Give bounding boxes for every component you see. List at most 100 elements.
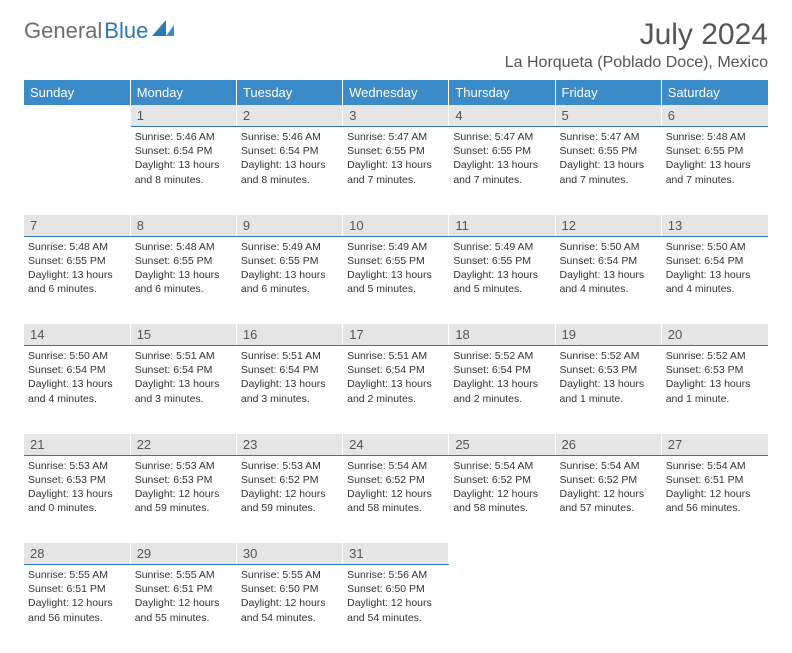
sunrise-line: Sunrise: 5:52 AM: [560, 349, 657, 363]
daylight-line: Daylight: 13 hours and 7 minutes.: [347, 158, 444, 186]
day-number-cell: [24, 105, 130, 127]
daylight-line: Daylight: 13 hours and 5 minutes.: [347, 268, 444, 296]
sunset-line: Sunset: 6:55 PM: [347, 254, 444, 268]
logo: GeneralBlue: [24, 18, 180, 44]
sunrise-line: Sunrise: 5:50 AM: [560, 240, 657, 254]
weekday-header: Friday: [555, 80, 661, 105]
day-number-cell: 19: [555, 324, 661, 346]
sunrise-line: Sunrise: 5:46 AM: [135, 130, 232, 144]
day-number-cell: 13: [661, 215, 767, 237]
sunrise-line: Sunrise: 5:47 AM: [347, 130, 444, 144]
day-content-cell: Sunrise: 5:47 AMSunset: 6:55 PMDaylight:…: [343, 127, 449, 215]
day-number-cell: 9: [236, 215, 342, 237]
sunset-line: Sunset: 6:54 PM: [666, 254, 763, 268]
day-content-cell: Sunrise: 5:47 AMSunset: 6:55 PMDaylight:…: [449, 127, 555, 215]
weekday-header: Saturday: [661, 80, 767, 105]
day-content-cell: Sunrise: 5:49 AMSunset: 6:55 PMDaylight:…: [449, 236, 555, 324]
sunrise-line: Sunrise: 5:53 AM: [135, 459, 232, 473]
sunrise-line: Sunrise: 5:54 AM: [347, 459, 444, 473]
day-content-cell: Sunrise: 5:55 AMSunset: 6:50 PMDaylight:…: [236, 565, 342, 653]
sunset-line: Sunset: 6:55 PM: [135, 254, 232, 268]
day-number-cell: 10: [343, 215, 449, 237]
day-content-cell: Sunrise: 5:50 AMSunset: 6:54 PMDaylight:…: [555, 236, 661, 324]
sunrise-line: Sunrise: 5:54 AM: [666, 459, 763, 473]
day-content-cell: Sunrise: 5:49 AMSunset: 6:55 PMDaylight:…: [343, 236, 449, 324]
day-number-cell: 23: [236, 434, 342, 456]
day-content-cell: Sunrise: 5:52 AMSunset: 6:53 PMDaylight:…: [661, 346, 767, 434]
day-number-cell: 20: [661, 324, 767, 346]
sunset-line: Sunset: 6:55 PM: [241, 254, 338, 268]
day-number-cell: 12: [555, 215, 661, 237]
sunset-line: Sunset: 6:55 PM: [347, 144, 444, 158]
logo-triangle-icon: [152, 20, 180, 43]
daylight-line: Daylight: 12 hours and 58 minutes.: [347, 487, 444, 515]
sunrise-line: Sunrise: 5:55 AM: [28, 568, 126, 582]
day-content-cell: Sunrise: 5:56 AMSunset: 6:50 PMDaylight:…: [343, 565, 449, 653]
sunset-line: Sunset: 6:55 PM: [560, 144, 657, 158]
day-content-cell: Sunrise: 5:48 AMSunset: 6:55 PMDaylight:…: [130, 236, 236, 324]
day-number-cell: 7: [24, 215, 130, 237]
day-content-row: Sunrise: 5:50 AMSunset: 6:54 PMDaylight:…: [24, 346, 768, 434]
sunset-line: Sunset: 6:51 PM: [666, 473, 763, 487]
day-content-cell: Sunrise: 5:46 AMSunset: 6:54 PMDaylight:…: [236, 127, 342, 215]
daylight-line: Daylight: 13 hours and 0 minutes.: [28, 487, 126, 515]
day-number-cell: 2: [236, 105, 342, 127]
day-number-cell: 5: [555, 105, 661, 127]
day-content-cell: Sunrise: 5:47 AMSunset: 6:55 PMDaylight:…: [555, 127, 661, 215]
day-content-cell: Sunrise: 5:54 AMSunset: 6:51 PMDaylight:…: [661, 455, 767, 543]
sunrise-line: Sunrise: 5:49 AM: [241, 240, 338, 254]
day-content-row: Sunrise: 5:53 AMSunset: 6:53 PM Daylight:…: [24, 455, 768, 543]
day-number-cell: 11: [449, 215, 555, 237]
day-number-cell: 4: [449, 105, 555, 127]
day-number-cell: 30: [236, 543, 342, 565]
day-number-cell: [449, 543, 555, 565]
day-number-cell: 14: [24, 324, 130, 346]
daylight-line: Daylight: 13 hours and 5 minutes.: [453, 268, 550, 296]
sunrise-line: Sunrise: 5:55 AM: [135, 568, 232, 582]
day-content-cell: Sunrise: 5:50 AMSunset: 6:54 PMDaylight:…: [661, 236, 767, 324]
daylight-line: Daylight: 13 hours and 6 minutes.: [135, 268, 232, 296]
weekday-header: Thursday: [449, 80, 555, 105]
day-number-cell: 21: [24, 434, 130, 456]
day-number-row: 14151617181920: [24, 324, 768, 346]
sunset-line: Sunset: 6:51 PM: [28, 582, 126, 596]
sunrise-line: Sunrise: 5:48 AM: [666, 130, 763, 144]
day-number-row: 28293031: [24, 543, 768, 565]
day-number-cell: 8: [130, 215, 236, 237]
sunrise-line: Sunrise: 5:47 AM: [560, 130, 657, 144]
daylight-line: Daylight: 13 hours and 2 minutes.: [347, 377, 444, 405]
day-content-cell: Sunrise: 5:55 AMSunset: 6:51 PMDaylight:…: [24, 565, 130, 653]
daylight-line: Daylight: 13 hours and 3 minutes.: [241, 377, 338, 405]
month-title: July 2024: [505, 18, 768, 52]
sunset-line: Sunset: 6:53 PM: [135, 473, 232, 487]
day-number-cell: 22: [130, 434, 236, 456]
daylight-line: Daylight: 13 hours and 7 minutes.: [666, 158, 763, 186]
weekday-header: Sunday: [24, 80, 130, 105]
daylight-line: Daylight: 12 hours and 55 minutes.: [135, 596, 232, 624]
day-content-row: Sunrise: 5:46 AM Sunset: 6:54 PM Daylight:…: [24, 127, 768, 215]
day-content-cell: Sunrise: 5:53 AMSunset: 6:53 PMDaylight:…: [130, 455, 236, 543]
daylight-line: Daylight: 13 hours and 4 minutes.: [28, 377, 126, 405]
sunset-line: Sunset: 6:54 PM: [241, 144, 338, 158]
day-number-cell: 6: [661, 105, 767, 127]
day-number-cell: 29: [130, 543, 236, 565]
day-content-cell: [555, 565, 661, 653]
sunset-line: Sunset: 6:54 PM: [453, 363, 550, 377]
day-content-cell: Sunrise: 5:49 AMSunset: 6:55 PMDaylight:…: [236, 236, 342, 324]
daylight-line: Daylight: 12 hours and 58 minutes.: [453, 487, 550, 515]
day-content-cell: Sunrise: 5:46 AMSunset: 6:54 PMDaylight:…: [130, 127, 236, 215]
day-content-cell: Sunrise: 5:54 AMSunset: 6:52 PMDaylight:…: [449, 455, 555, 543]
sunrise-line: Sunrise: 5:51 AM: [135, 349, 232, 363]
sunset-line: Sunset: 6:50 PM: [347, 582, 444, 596]
daylight-line: Daylight: 12 hours and 54 minutes.: [347, 596, 444, 624]
daylight-line: Daylight: 13 hours and 1 minute.: [560, 377, 657, 405]
weekday-header: Monday: [130, 80, 236, 105]
daylight-line: Daylight: 12 hours and 56 minutes.: [28, 596, 126, 624]
daylight-line: Daylight: 13 hours and 7 minutes.: [560, 158, 657, 186]
sunset-line: Sunset: 6:54 PM: [135, 363, 232, 377]
day-number-cell: 18: [449, 324, 555, 346]
day-number-cell: 15: [130, 324, 236, 346]
sunrise-line: Sunrise: 5:47 AM: [453, 130, 550, 144]
sunrise-line: Sunrise: 5:48 AM: [135, 240, 232, 254]
sunrise-line: Sunrise: 5:50 AM: [666, 240, 763, 254]
